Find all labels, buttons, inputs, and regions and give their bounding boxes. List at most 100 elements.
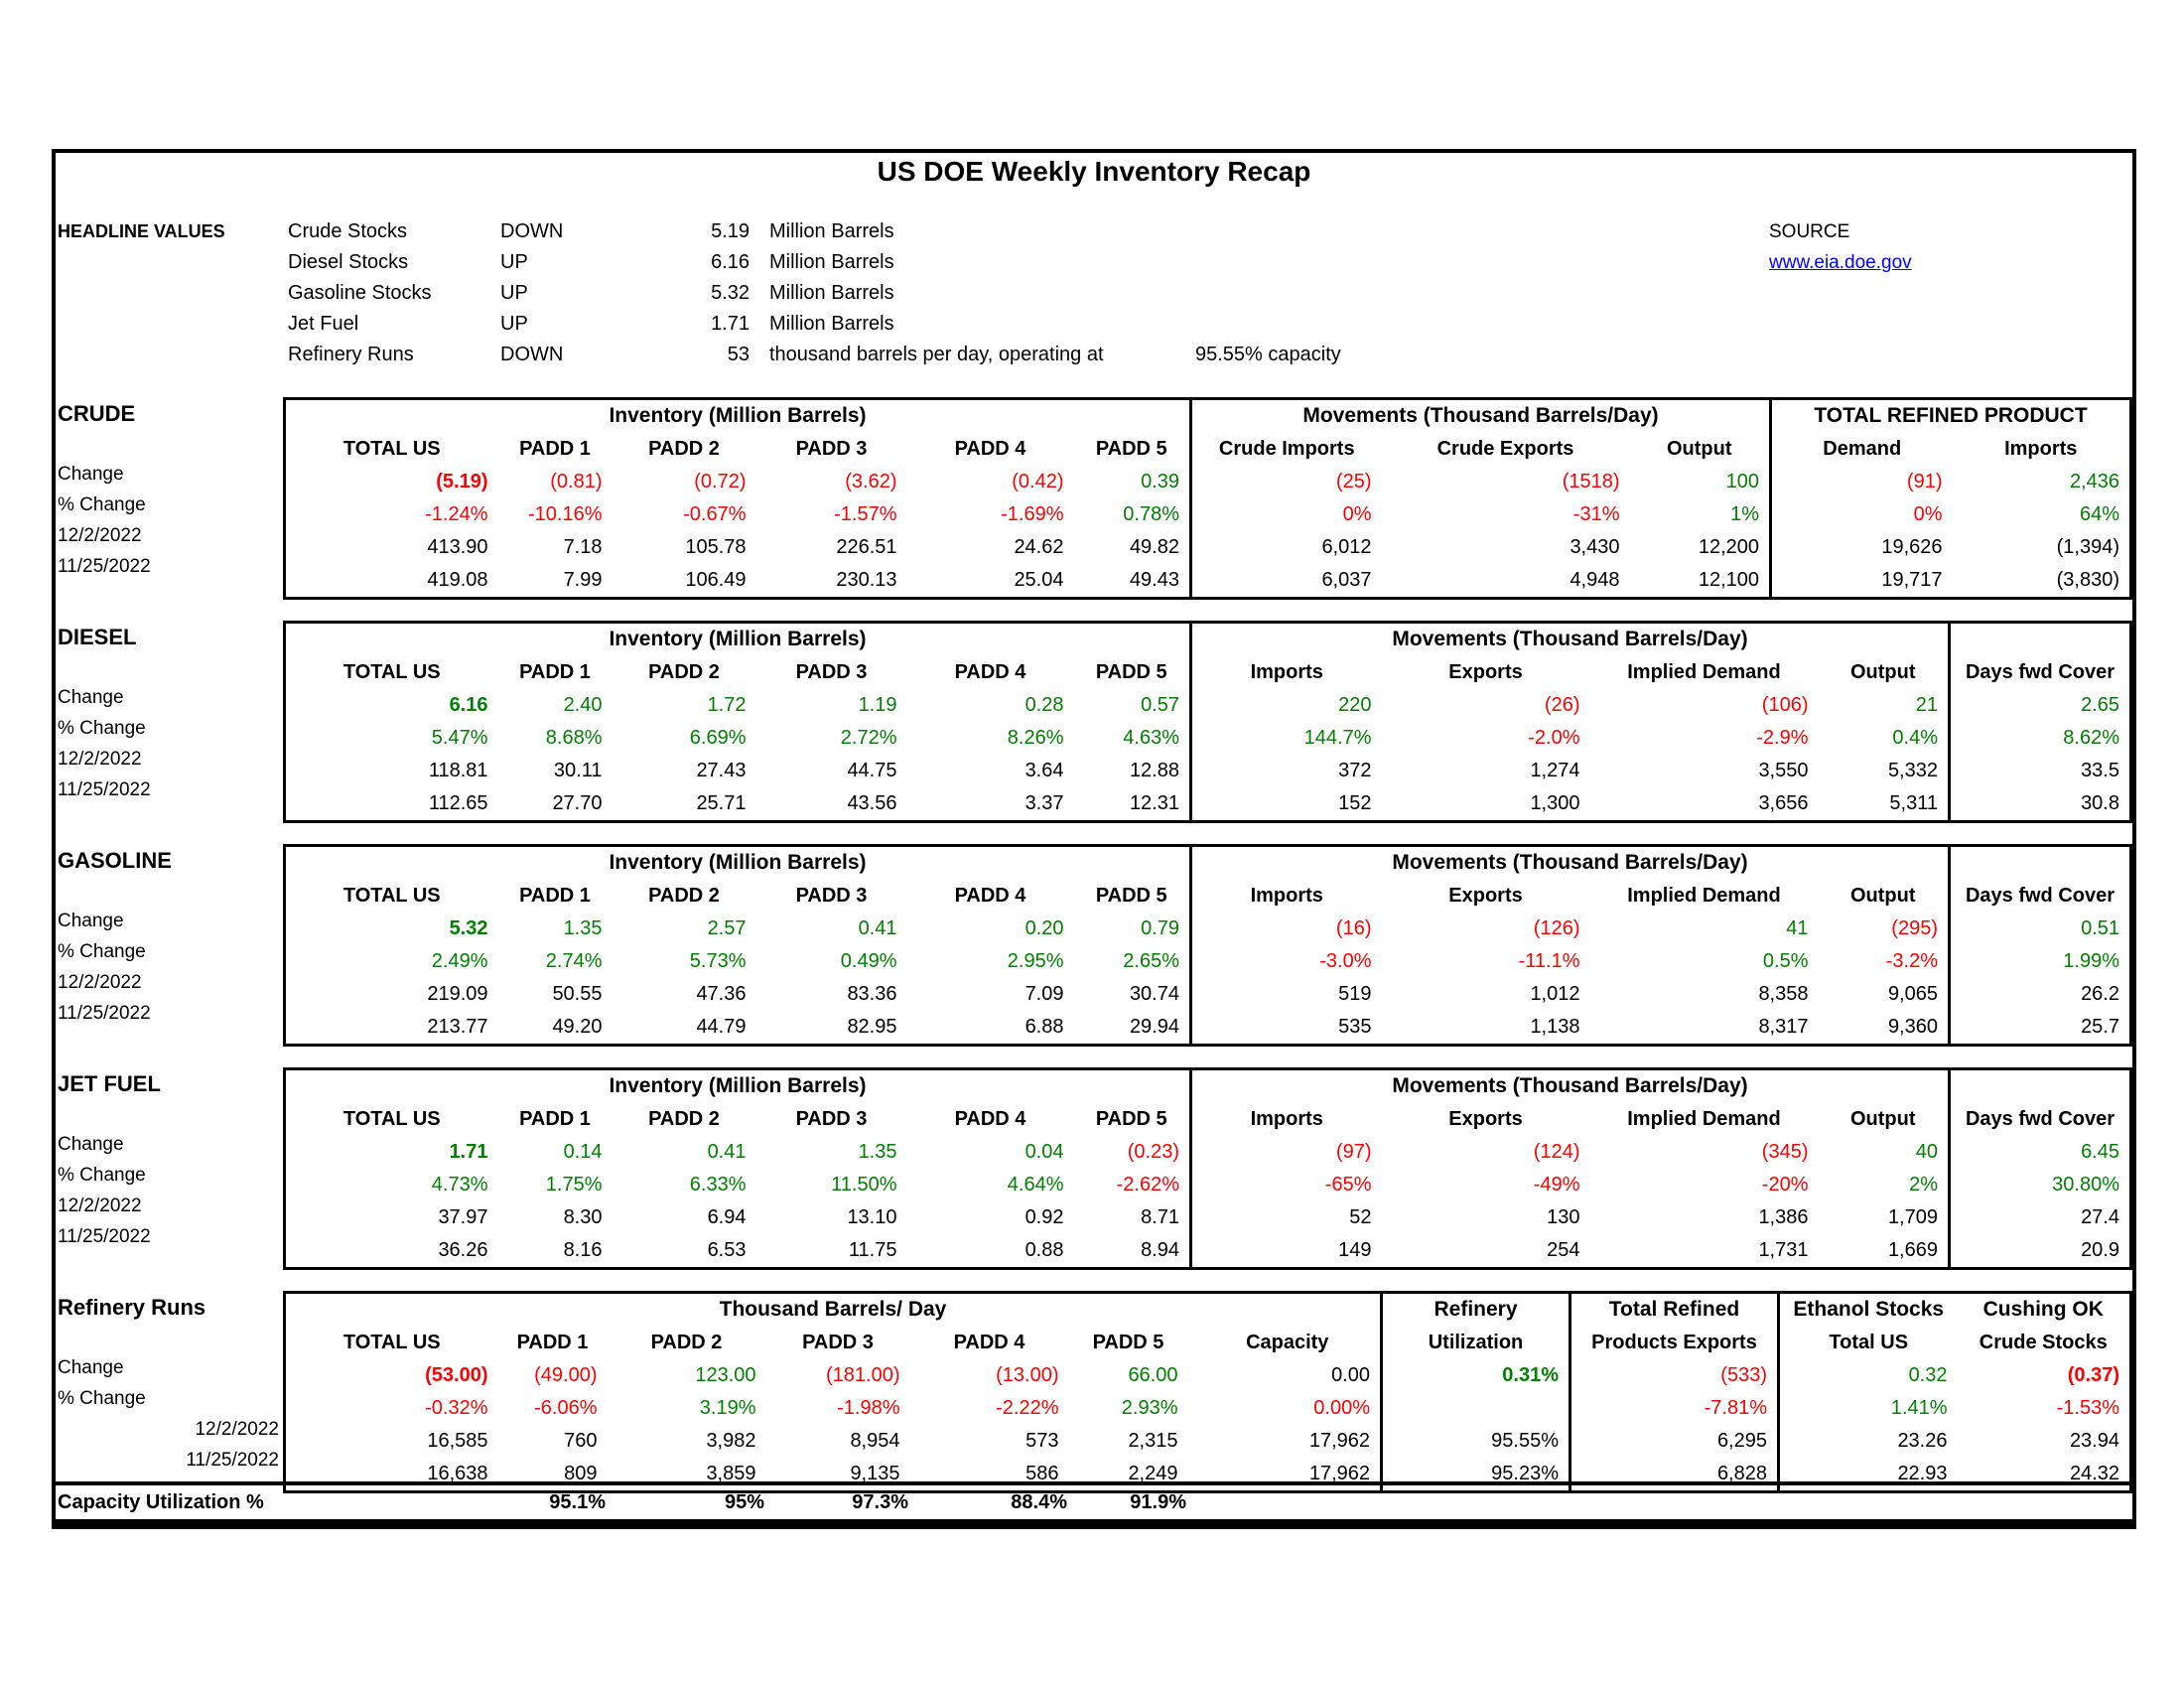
group-header: Inventory (Million Barrels) xyxy=(609,628,867,650)
column-header: Days fwd Cover xyxy=(1948,655,2131,689)
table-cell: 0.20 xyxy=(1024,917,1064,939)
table-cell: 25.7 xyxy=(1948,1011,2131,1046)
table-cell: 0.88 xyxy=(1024,1239,1064,1261)
column-header: Implied Demand xyxy=(1627,1107,1781,1130)
section-title: Refinery Runs xyxy=(58,1295,206,1320)
row-label: % Change xyxy=(58,941,146,962)
headline-item-direction: DOWN xyxy=(500,220,564,242)
column-header: PADD 3 xyxy=(795,1107,868,1130)
row-label: 12/2/2022 xyxy=(195,1419,279,1440)
table-cell: 95.23% xyxy=(1380,1458,1570,1492)
table-cell: -0.67% xyxy=(683,503,747,525)
column-header: PADD 2 xyxy=(648,660,720,683)
source-link[interactable]: www.eia.doe.gov xyxy=(1769,252,1912,273)
column-header: PADD 4 xyxy=(954,884,1026,907)
headline-item-unit: Million Barrels xyxy=(769,313,894,335)
table-cell: 29.94 xyxy=(1129,1016,1179,1038)
table-cell: -1.57% xyxy=(834,503,897,525)
table-cell: 130 xyxy=(1547,1206,1580,1228)
capacity-utilization-row: Capacity Utilization % 95.1% 95% 97.3% 88.4… xyxy=(56,1481,2132,1519)
column-header: PADD 5 xyxy=(1095,884,1167,907)
table-cell: 64% xyxy=(2079,503,2119,525)
table-cell: 535 xyxy=(1189,1011,1382,1046)
row-label: 11/25/2022 xyxy=(58,556,151,577)
table-cell: 105.78 xyxy=(685,536,747,558)
table-cell: 49.20 xyxy=(552,1016,603,1038)
table-cell: (181.00) xyxy=(826,1364,900,1386)
diesel-table: Inventory (Million Barrels) Movements (Th… xyxy=(283,621,2132,823)
table-cell: -2.22% xyxy=(996,1397,1059,1419)
group-header: Movements (Thousand Barrels/Day) xyxy=(1189,622,1950,655)
headline-item-direction: UP xyxy=(500,251,528,273)
headline-values-label: HEADLINE VALUES xyxy=(58,221,225,241)
table-cell: 144.7% xyxy=(1189,722,1382,755)
table-cell: 1,274 xyxy=(1530,760,1580,781)
table-cell: 40 xyxy=(1915,1141,1938,1163)
table-cell: 24.32 xyxy=(2069,1463,2119,1484)
table-cell: 0% xyxy=(1769,498,1953,531)
table-cell: 8.30 xyxy=(563,1206,603,1228)
capacity-utilization-value: 95% xyxy=(724,1491,764,1513)
table-cell: (97) xyxy=(1189,1136,1382,1169)
table-cell: 220 xyxy=(1189,689,1382,722)
table-cell: 2.65 xyxy=(1948,689,2131,722)
table-cell: 0.04 xyxy=(1024,1141,1064,1163)
table-cell: (49.00) xyxy=(534,1364,598,1386)
headline-item-name: Crude Stocks xyxy=(288,220,408,242)
table-cell: 19,626 xyxy=(1769,531,1953,564)
table-cell: 3,859 xyxy=(706,1463,756,1484)
table-cell: 44.79 xyxy=(696,1016,747,1038)
table-cell: 41 xyxy=(1786,917,1809,939)
table-cell: 6.16 xyxy=(449,694,488,716)
table-cell: 7.09 xyxy=(1024,983,1064,1005)
capacity-utilization-value: 91.9% xyxy=(1130,1491,1186,1513)
table-cell: 6,295 xyxy=(1569,1425,1779,1458)
column-header: PADD 3 xyxy=(795,660,868,683)
row-label: Change xyxy=(58,687,124,708)
table-cell: 50.55 xyxy=(552,983,603,1005)
table-cell: 4.64% xyxy=(1007,1174,1064,1196)
group-header: Movements (Thousand Barrels/Day) xyxy=(1189,845,1950,879)
headline-item-value: 53 xyxy=(727,344,750,365)
table-cell: 1% xyxy=(1730,503,1759,525)
table-cell xyxy=(1380,1392,1570,1425)
table-cell: 9,065 xyxy=(1887,983,1938,1005)
table-cell: -2.0% xyxy=(1528,727,1580,749)
table-cell: -49% xyxy=(1533,1174,1580,1196)
table-cell: 1,300 xyxy=(1530,792,1580,814)
headline-item-unit: Million Barrels xyxy=(769,220,894,242)
table-cell: 118.81 xyxy=(428,760,488,781)
table-cell: (345) xyxy=(1761,1141,1809,1163)
table-cell: 6.88 xyxy=(1024,1016,1064,1038)
table-cell: 16,638 xyxy=(427,1463,488,1484)
table-cell: 44.75 xyxy=(847,760,897,781)
row-label: 11/25/2022 xyxy=(58,779,151,800)
row-labels: Change % Change 12/2/2022 11/25/2022 xyxy=(58,459,279,582)
column-header: TOTAL US xyxy=(342,437,441,460)
column-header: PADD 2 xyxy=(648,884,720,907)
table-cell: 1.99% xyxy=(1948,945,2131,978)
row-label: 11/25/2022 xyxy=(186,1450,279,1471)
row-labels: Change % Change 12/2/2022 11/25/2022 xyxy=(58,1352,279,1476)
table-cell: 1,669 xyxy=(1887,1239,1938,1261)
table-cell: 6.69% xyxy=(689,727,747,749)
table-cell: -11.1% xyxy=(1518,950,1580,972)
table-cell: 30.80% xyxy=(1948,1169,2131,1201)
column-header: Capacity xyxy=(1246,1331,1329,1353)
table-cell: 8.94 xyxy=(1141,1239,1179,1261)
table-cell: 83.36 xyxy=(847,983,897,1005)
capacity-utilization-label: Capacity Utilization % xyxy=(58,1491,264,1513)
table-cell: 1.72 xyxy=(707,694,747,716)
row-label: Change xyxy=(58,464,124,485)
row-label: 12/2/2022 xyxy=(58,972,142,993)
table-cell: 1.19 xyxy=(858,694,897,716)
table-cell: 17,962 xyxy=(1308,1430,1370,1452)
table-cell: 8,954 xyxy=(850,1430,900,1452)
table-cell: 2% xyxy=(1909,1174,1938,1196)
table-cell: 36.26 xyxy=(438,1239,488,1261)
table-cell: 52 xyxy=(1189,1201,1382,1234)
table-cell: 213.77 xyxy=(427,1016,488,1038)
row-labels: Change % Change 12/2/2022 11/25/2022 xyxy=(58,1129,279,1252)
table-cell: 8,358 xyxy=(1758,983,1809,1005)
table-cell: 25.04 xyxy=(1014,569,1064,591)
